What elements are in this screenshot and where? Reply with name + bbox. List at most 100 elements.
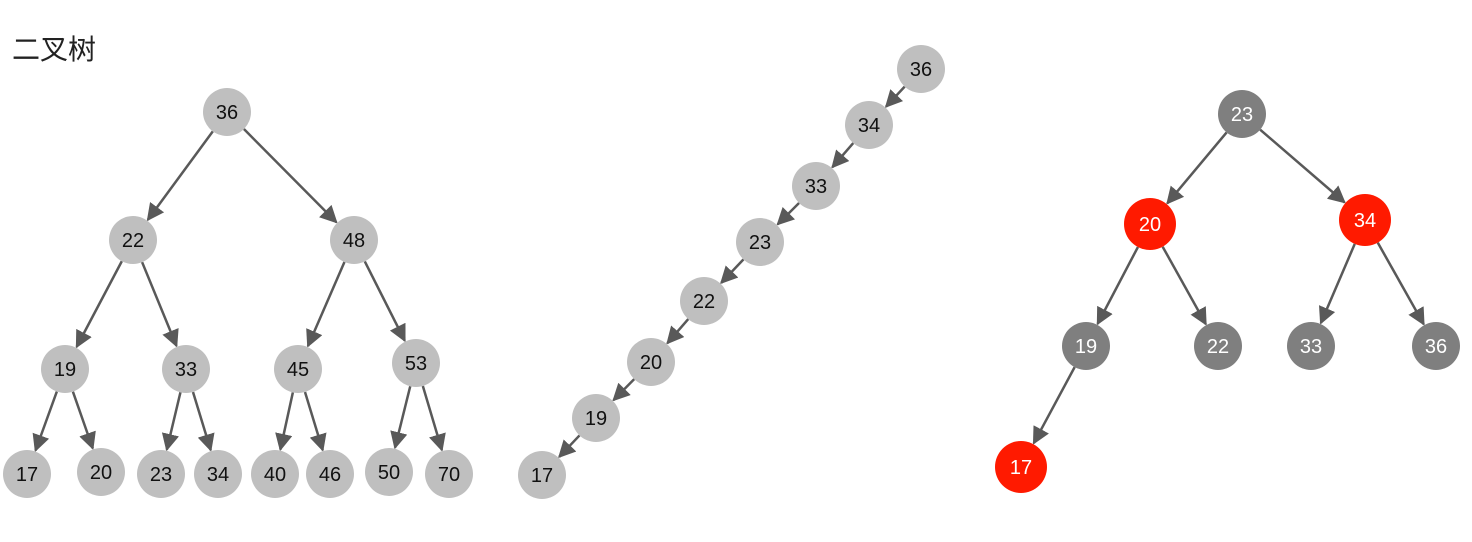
tree-node-b33: 33: [792, 162, 840, 210]
node-label: 40: [264, 464, 286, 486]
tree-node-c22: 22: [1194, 322, 1242, 370]
node-label: 17: [16, 464, 38, 486]
tree-node-a46: 46: [306, 450, 354, 498]
node-circle: [330, 216, 378, 264]
node-circle: [392, 339, 440, 387]
node-label: 36: [1425, 336, 1447, 358]
node-circle: [365, 448, 413, 496]
edge-b22-b20: [666, 318, 690, 345]
node-label: 23: [749, 232, 771, 254]
edge-b34-b33: [831, 142, 855, 169]
edge-b23-b22: [720, 258, 745, 285]
edge-c19-c17: [1032, 366, 1076, 445]
edge-a36-a48: [243, 128, 338, 224]
node-circle: [1287, 322, 1335, 370]
node-label: 23: [1231, 104, 1253, 126]
edge-b36-b34: [884, 85, 906, 108]
node-circle: [518, 451, 566, 499]
node-label: 50: [378, 462, 400, 484]
node-circle: [3, 450, 51, 498]
edge-c34-c36: [1376, 242, 1425, 326]
node-circle: [1218, 90, 1266, 138]
node-label: 19: [54, 359, 76, 381]
node-circle: [274, 345, 322, 393]
tree-node-b34: 34: [845, 101, 893, 149]
tree-node-a23: 23: [137, 450, 185, 498]
node-circle: [680, 277, 728, 325]
node-label: 34: [1354, 210, 1376, 232]
node-label: 33: [1300, 336, 1322, 358]
degenerate-tree: 36 34 33 23 22 20 19 17: [518, 45, 945, 499]
node-label: 17: [531, 465, 553, 487]
node-circle: [627, 338, 675, 386]
node-label: 48: [343, 230, 365, 252]
tree-node-a17: 17: [3, 450, 51, 498]
edge-b19-b17: [557, 434, 581, 459]
node-label: 70: [438, 464, 460, 486]
node-label: 36: [216, 102, 238, 124]
tree-node-a34: 34: [194, 450, 242, 498]
edge-a19-a20: [71, 391, 96, 451]
node-circle: [995, 441, 1047, 493]
tree-node-a48: 48: [330, 216, 378, 264]
tree-node-a36: 36: [203, 88, 251, 136]
tree-node-b23: 23: [736, 218, 784, 266]
node-circle: [736, 218, 784, 266]
edge-b20-b19: [612, 378, 636, 402]
edge-a45-a46: [303, 391, 327, 452]
tree-node-a22: 22: [109, 216, 157, 264]
page-title: 二叉树: [12, 33, 97, 66]
node-label: 33: [805, 176, 827, 198]
node-label: 22: [1207, 336, 1229, 358]
node-label: 45: [287, 359, 309, 381]
node-circle: [306, 450, 354, 498]
tree-node-b20: 20: [627, 338, 675, 386]
tree-node-c19: 19: [1062, 322, 1110, 370]
tree-node-c34: 34: [1339, 194, 1391, 246]
edge-c34-c33: [1319, 243, 1356, 325]
node-circle: [109, 216, 157, 264]
tree-node-c17: 17: [995, 441, 1047, 493]
nodes-layer: 36 22 48 19 33 45 53 17 20 23 34 40 46 50 70 36 34 33 23 22…: [3, 45, 1460, 499]
red-black-tree: 23 20 34 19 22 33 36 17: [995, 90, 1460, 493]
edge-b33-b23: [776, 202, 800, 226]
edge-c20-c22: [1161, 246, 1207, 326]
node-circle: [1339, 194, 1391, 246]
tree-node-a53: 53: [392, 339, 440, 387]
node-label: 22: [122, 230, 144, 252]
node-label: 34: [858, 115, 880, 137]
node-label: 23: [150, 464, 172, 486]
node-label: 53: [405, 353, 427, 375]
node-circle: [41, 345, 89, 393]
edge-a48-a53: [363, 260, 406, 343]
edge-a53-a50: [390, 385, 412, 450]
node-circle: [1124, 198, 1176, 250]
node-circle: [251, 450, 299, 498]
node-label: 20: [640, 352, 662, 374]
node-label: 20: [90, 462, 112, 484]
node-circle: [1194, 322, 1242, 370]
edge-c23-c34: [1259, 128, 1346, 204]
edge-a22-a19: [75, 260, 123, 349]
node-label: 33: [175, 359, 197, 381]
edge-a36-a22: [146, 130, 214, 222]
tree-node-a40: 40: [251, 450, 299, 498]
edge-a33-a34: [191, 391, 215, 452]
node-label: 19: [585, 408, 607, 430]
tree-node-c20: 20: [1124, 198, 1176, 250]
node-circle: [1062, 322, 1110, 370]
node-circle: [897, 45, 945, 93]
node-circle: [792, 162, 840, 210]
tree-node-a45: 45: [274, 345, 322, 393]
tree-node-b36: 36: [897, 45, 945, 93]
edge-a45-a40: [275, 392, 295, 452]
edge-c23-c20: [1166, 131, 1228, 205]
node-label: 34: [207, 464, 229, 486]
edge-a53-a70: [421, 385, 446, 452]
node-circle: [1412, 322, 1460, 370]
edge-c20-c19: [1096, 246, 1140, 326]
tree-node-c23: 23: [1218, 90, 1266, 138]
node-label: 20: [1139, 214, 1161, 236]
edge-a48-a45: [306, 261, 346, 348]
